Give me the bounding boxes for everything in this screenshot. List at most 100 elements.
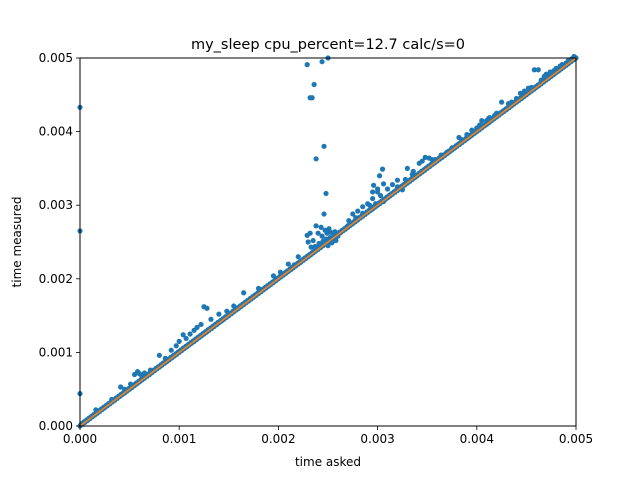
- data-point: [360, 204, 366, 210]
- data-point: [147, 367, 154, 373]
- data-point: [176, 338, 182, 344]
- data-point: [127, 381, 134, 387]
- data-point: [499, 99, 505, 105]
- data-point: [323, 236, 329, 242]
- data-point: [370, 195, 376, 202]
- data-point: [156, 352, 162, 358]
- data-point: [224, 308, 230, 314]
- data-point: [329, 240, 335, 246]
- data-point: [310, 237, 316, 244]
- data-point: [477, 122, 483, 128]
- data-point: [531, 67, 537, 73]
- data-point: [535, 67, 541, 73]
- y-tick-label: 0.004: [39, 125, 73, 139]
- data-point: [332, 229, 338, 235]
- x-tick-label: 0.002: [261, 432, 295, 446]
- data-point: [324, 230, 330, 236]
- data-point: [321, 143, 327, 149]
- data-point: [122, 386, 128, 392]
- data-point: [355, 208, 361, 214]
- data-point: [376, 173, 383, 179]
- data-point: [168, 347, 174, 353]
- data-point: [521, 88, 528, 94]
- x-axis-label: time asked: [295, 455, 361, 469]
- data-point: [346, 218, 352, 224]
- data-point: [350, 211, 356, 217]
- data-point: [538, 77, 544, 83]
- data-point: [429, 156, 435, 163]
- data-point: [305, 239, 311, 245]
- data-point: [353, 215, 359, 221]
- data-point: [180, 332, 186, 338]
- data-point: [394, 177, 401, 183]
- data-point: [513, 95, 520, 102]
- data-point: [371, 182, 377, 188]
- y-tick-label: 0.000: [39, 419, 73, 433]
- plot-frame: [79, 57, 577, 427]
- data-point: [311, 81, 317, 88]
- data-point: [162, 355, 168, 361]
- data-point: [318, 224, 324, 230]
- data-point: [319, 59, 325, 65]
- data-point: [377, 193, 384, 199]
- data-point: [479, 117, 485, 124]
- data-point: [325, 243, 331, 249]
- data-point: [277, 269, 283, 275]
- data-point: [208, 316, 214, 322]
- data-point: [486, 115, 492, 121]
- data-point: [409, 171, 415, 177]
- data-point: [285, 261, 291, 267]
- data-point: [402, 176, 408, 183]
- data-point: [321, 211, 327, 217]
- data-point: [216, 311, 222, 317]
- data-point: [173, 343, 179, 349]
- data-point: [270, 273, 277, 279]
- data-point: [419, 158, 425, 164]
- data-point: [295, 254, 301, 260]
- data-point: [541, 73, 547, 79]
- data-point: [508, 99, 515, 105]
- data-point: [118, 384, 124, 390]
- data-point: [194, 324, 200, 330]
- axis-ticks: 0.000 0.001 0.002 0.003 0.004 0.005 0.000 0.001…: [39, 51, 594, 446]
- data-point: [525, 85, 531, 91]
- data-point: [312, 243, 318, 250]
- chart-title: my_sleep cpu_percent=12.7 calc/s=0: [191, 37, 465, 53]
- data-point: [323, 190, 329, 197]
- data-point: [313, 156, 319, 162]
- data-point: [389, 181, 396, 188]
- y-tick-label: 0.003: [39, 198, 73, 212]
- data-point: [183, 335, 189, 342]
- data-point: [367, 202, 373, 208]
- data-point: [141, 370, 148, 376]
- data-point: [494, 110, 500, 116]
- data-point: [380, 181, 387, 187]
- x-tick-label: 0.000: [63, 432, 97, 446]
- data-point: [559, 62, 565, 68]
- data-marks: [77, 53, 579, 429]
- y-tick-label: 0.002: [39, 272, 73, 286]
- data-point: [313, 223, 319, 229]
- data-point: [93, 407, 99, 413]
- x-tick-label: 0.003: [360, 432, 394, 446]
- data-point: [375, 186, 381, 192]
- data-point: [316, 240, 322, 247]
- data-point: [241, 290, 247, 296]
- data-point: [422, 154, 428, 160]
- y-axis-label: time measured: [10, 197, 24, 288]
- data-point: [553, 65, 559, 71]
- data-point: [379, 166, 386, 172]
- x-tick-label: 0.005: [559, 432, 593, 446]
- data-point: [198, 321, 204, 328]
- data-point: [333, 237, 339, 244]
- data-point: [319, 233, 325, 239]
- data-point: [304, 62, 310, 68]
- data-point: [307, 230, 313, 236]
- data-point: [309, 95, 315, 101]
- data-point: [308, 244, 314, 250]
- data-point: [231, 303, 237, 309]
- data-point: [394, 184, 401, 190]
- data-point: [517, 90, 524, 96]
- x-tick-label: 0.004: [460, 432, 494, 446]
- data-point: [187, 331, 193, 337]
